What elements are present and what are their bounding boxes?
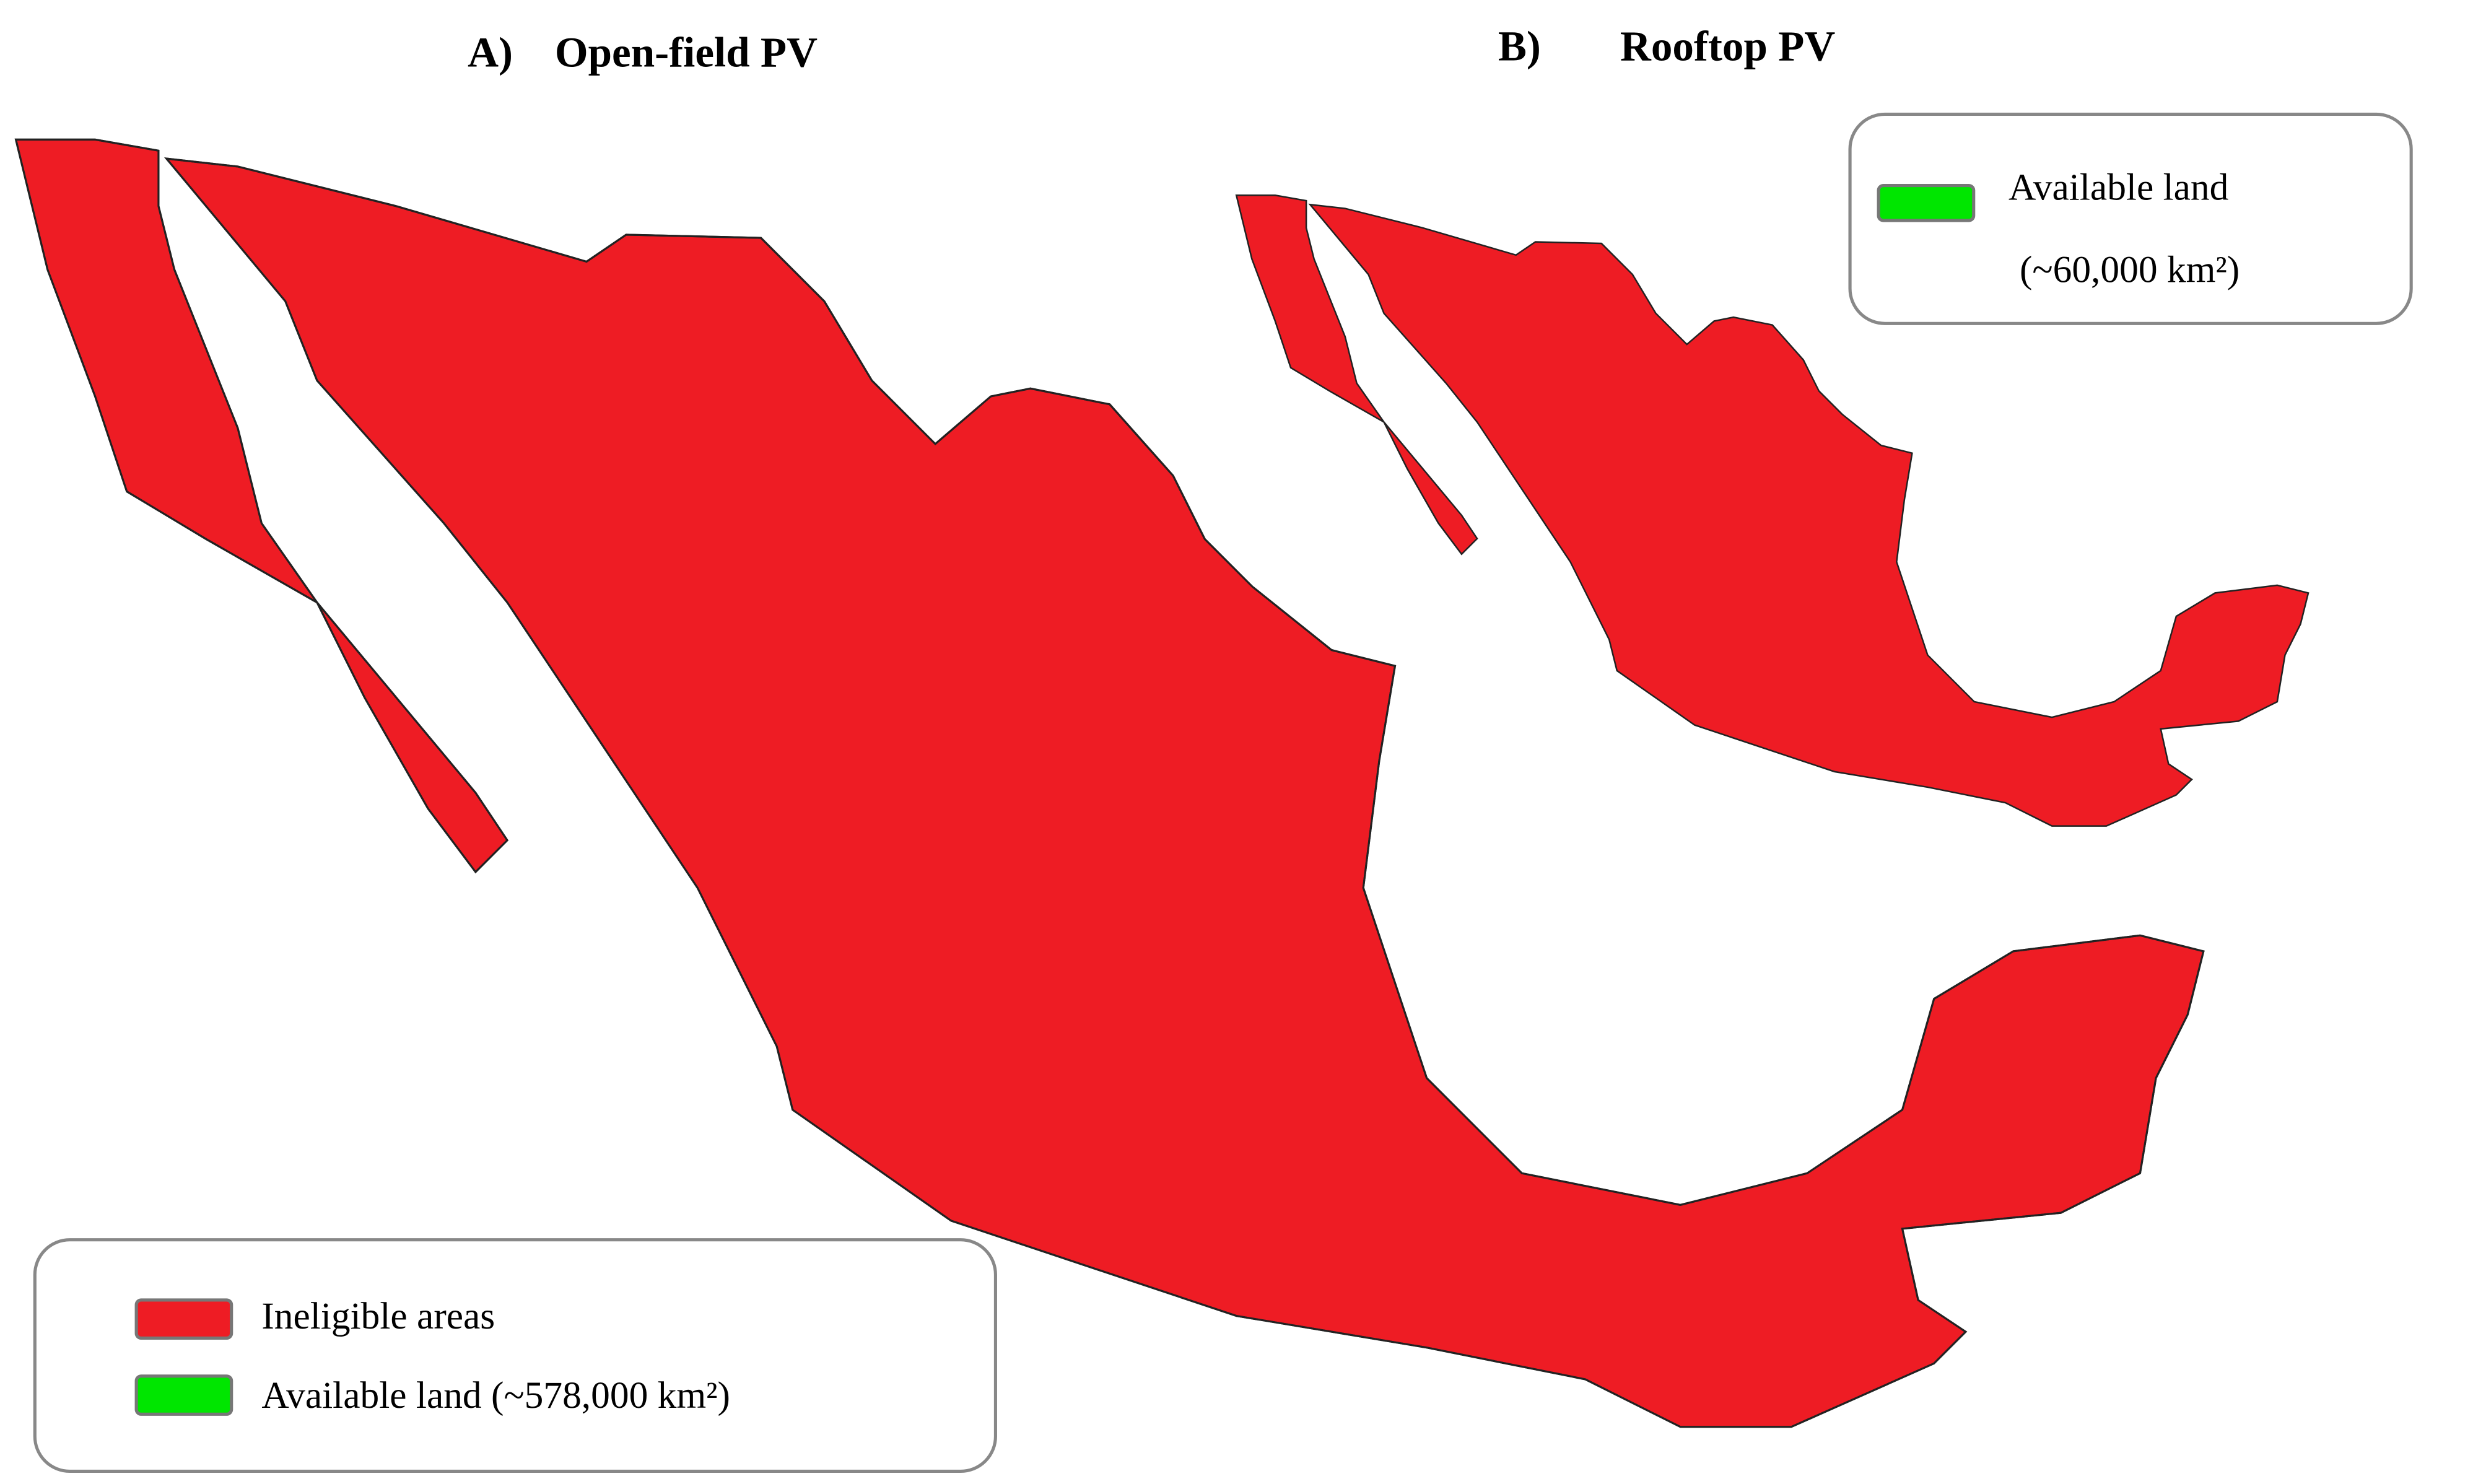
legend-a: Ineligible areas Available land (~578,00… — [33, 1238, 997, 1473]
legend-box — [33, 1238, 997, 1473]
panel-label: B) — [1498, 22, 1541, 69]
legend-label: Available land — [2008, 167, 2228, 209]
legend-swatch — [1877, 184, 1976, 222]
legend-box — [1848, 112, 2413, 325]
legend-label: Ineligible areas — [261, 1295, 495, 1337]
panel-label: A) — [468, 28, 513, 76]
legend-swatch — [134, 1374, 233, 1416]
legend-swatch — [134, 1298, 233, 1340]
legend-label: Available land (~578,000 km²) — [261, 1374, 730, 1416]
legend-sublabel: (~60,000 km²) — [2020, 249, 2240, 291]
panel-title: Open-field PV — [555, 28, 818, 76]
legend-b: Available land (~60,000 km²) — [1848, 112, 2413, 325]
panel-title: Rooftop PV — [1620, 22, 1835, 69]
